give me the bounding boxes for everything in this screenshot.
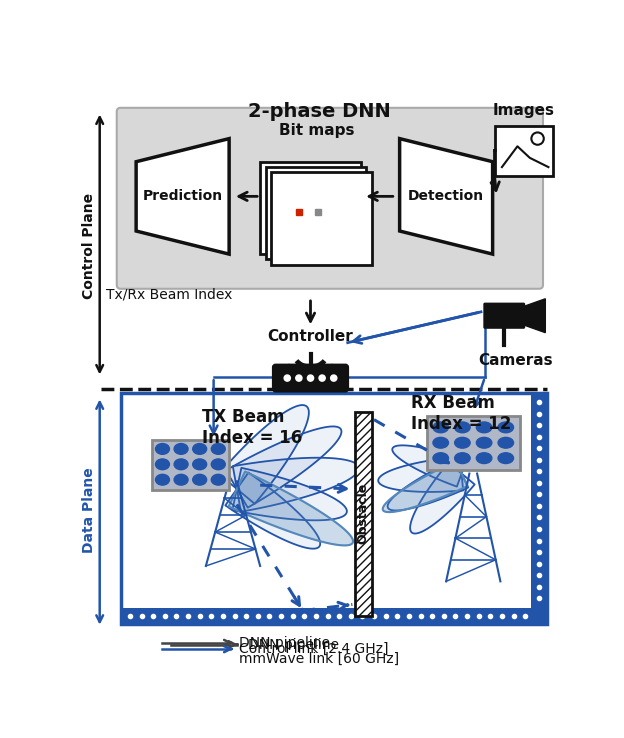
Polygon shape [399, 139, 492, 254]
FancyBboxPatch shape [484, 303, 525, 329]
Ellipse shape [455, 453, 470, 463]
Polygon shape [410, 463, 475, 534]
Bar [271, 173, 372, 265]
Circle shape [308, 375, 314, 381]
Text: RX Beam
Index = 12: RX Beam Index = 12 [411, 394, 512, 433]
Text: Control Plane: Control Plane [82, 193, 96, 300]
Text: Prediction: Prediction [142, 190, 223, 204]
Ellipse shape [155, 444, 170, 455]
Bar [260, 162, 361, 254]
Polygon shape [233, 458, 359, 511]
Ellipse shape [476, 438, 492, 448]
Polygon shape [219, 405, 309, 504]
Polygon shape [228, 472, 353, 545]
Text: Images: Images [492, 103, 555, 117]
Ellipse shape [174, 475, 188, 485]
Polygon shape [226, 427, 341, 508]
Bar [120, 393, 547, 624]
Circle shape [284, 375, 290, 381]
Text: mmWave link [60 GHz]: mmWave link [60 GHz] [239, 652, 399, 666]
Ellipse shape [498, 453, 514, 463]
Ellipse shape [212, 475, 225, 485]
Bar [120, 608, 547, 624]
FancyBboxPatch shape [117, 108, 543, 289]
Ellipse shape [212, 459, 225, 469]
Bar [532, 393, 547, 624]
Text: TX Beam
Index = 16: TX Beam Index = 16 [202, 408, 302, 447]
Ellipse shape [433, 438, 449, 448]
Ellipse shape [193, 475, 207, 485]
Text: 2-phase DNN: 2-phase DNN [248, 103, 391, 122]
Circle shape [331, 375, 337, 381]
Ellipse shape [174, 444, 188, 455]
Bar [495, 125, 553, 176]
Text: Obstacle: Obstacle [357, 483, 369, 544]
Bar [354, 412, 372, 616]
Text: Control link [2.4 GHz]: Control link [2.4 GHz] [239, 642, 389, 656]
Ellipse shape [193, 444, 207, 455]
FancyBboxPatch shape [152, 440, 229, 490]
Ellipse shape [455, 422, 470, 432]
Ellipse shape [498, 422, 514, 432]
Text: DNN pipeline: DNN pipeline [239, 636, 330, 650]
Polygon shape [392, 445, 466, 486]
Ellipse shape [476, 453, 492, 463]
Text: Cameras: Cameras [479, 353, 553, 368]
Ellipse shape [498, 438, 514, 448]
Bar [266, 167, 366, 260]
Polygon shape [136, 139, 229, 254]
Ellipse shape [212, 444, 225, 455]
Circle shape [319, 375, 325, 381]
Text: Detection: Detection [408, 190, 484, 204]
Ellipse shape [155, 475, 170, 485]
Ellipse shape [455, 438, 470, 448]
Circle shape [296, 375, 302, 381]
Polygon shape [232, 468, 347, 520]
Polygon shape [388, 460, 468, 511]
Polygon shape [225, 472, 320, 548]
Text: DNN pipeline: DNN pipeline [248, 638, 339, 652]
FancyBboxPatch shape [273, 365, 348, 391]
Polygon shape [383, 461, 467, 512]
Polygon shape [378, 457, 463, 492]
Polygon shape [524, 299, 545, 333]
Ellipse shape [174, 459, 188, 469]
Ellipse shape [193, 459, 207, 469]
FancyBboxPatch shape [427, 415, 520, 469]
Text: Data Plane: Data Plane [82, 468, 96, 554]
Text: Controller: Controller [268, 329, 353, 344]
Text: Bit maps: Bit maps [279, 123, 354, 139]
Ellipse shape [433, 422, 449, 432]
Text: Tx/Rx Beam Index: Tx/Rx Beam Index [106, 288, 233, 302]
Ellipse shape [476, 422, 492, 432]
Ellipse shape [433, 453, 449, 463]
Ellipse shape [155, 459, 170, 469]
